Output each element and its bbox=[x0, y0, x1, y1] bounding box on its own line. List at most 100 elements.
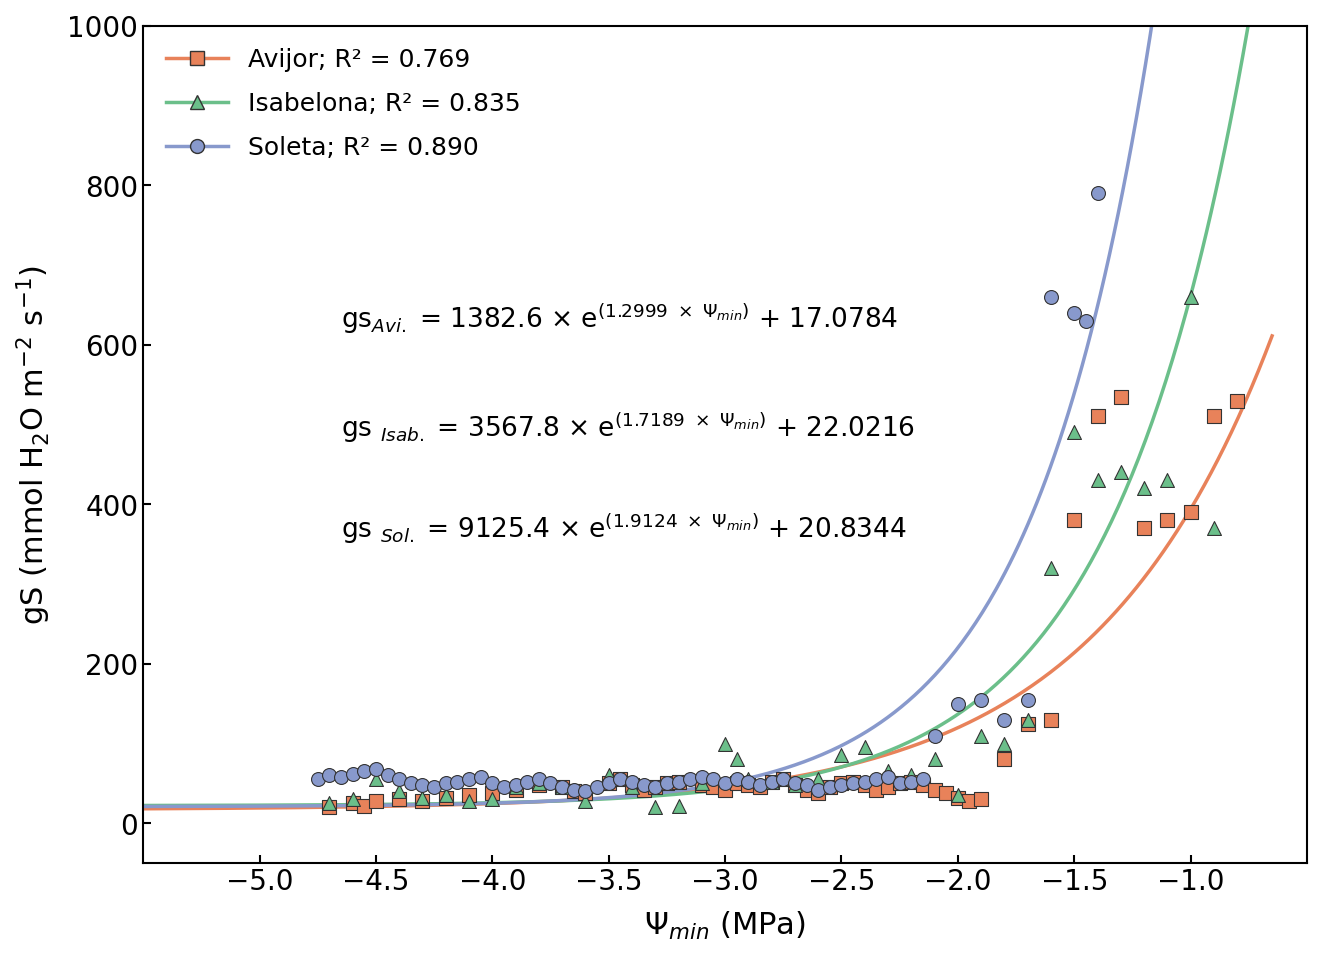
Point bbox=[1110, 389, 1132, 405]
Point bbox=[621, 774, 642, 790]
Point bbox=[656, 776, 677, 791]
Point bbox=[505, 782, 526, 797]
Point bbox=[948, 790, 969, 806]
Point bbox=[784, 777, 805, 792]
Point bbox=[970, 791, 992, 807]
Point bbox=[1181, 289, 1202, 304]
Point bbox=[948, 696, 969, 711]
Point bbox=[912, 771, 933, 787]
Point bbox=[924, 752, 945, 768]
Point bbox=[842, 774, 863, 790]
Point bbox=[714, 776, 735, 791]
Point bbox=[575, 784, 596, 799]
Point bbox=[1017, 712, 1038, 727]
Point bbox=[1087, 186, 1108, 201]
Point bbox=[890, 776, 911, 791]
Point bbox=[598, 776, 619, 791]
Point bbox=[820, 780, 841, 795]
Point bbox=[529, 771, 550, 787]
Point bbox=[330, 769, 352, 785]
Point bbox=[808, 786, 829, 801]
Point bbox=[970, 692, 992, 707]
Point bbox=[854, 777, 875, 792]
Point bbox=[1157, 513, 1178, 528]
Point bbox=[994, 752, 1015, 768]
Point bbox=[1203, 409, 1224, 424]
Point bbox=[668, 774, 689, 790]
Point bbox=[890, 776, 911, 791]
Point bbox=[1227, 393, 1248, 409]
Point bbox=[958, 793, 980, 809]
Point bbox=[481, 786, 502, 801]
Point bbox=[307, 771, 328, 787]
Point bbox=[401, 776, 422, 791]
Point bbox=[808, 782, 829, 797]
Point bbox=[668, 798, 689, 813]
Y-axis label: gS (mmol H$_2$O m$^{-2}$ s$^{-1}$): gS (mmol H$_2$O m$^{-2}$ s$^{-1}$) bbox=[15, 265, 53, 624]
Point bbox=[772, 771, 793, 787]
Point bbox=[319, 768, 340, 783]
Point bbox=[1040, 289, 1062, 304]
Point bbox=[1157, 473, 1178, 488]
Point bbox=[1087, 409, 1108, 424]
Point bbox=[830, 777, 851, 792]
Point bbox=[412, 777, 434, 792]
Point bbox=[714, 782, 735, 797]
Point bbox=[493, 780, 514, 795]
Point bbox=[505, 780, 526, 795]
Point bbox=[633, 777, 654, 792]
Point bbox=[412, 793, 434, 809]
Text: gs $_{Isab.}$ = 3567.8 $\times$ e$^{(1.7189\ \times\ \Psi_{min})}$ + 22.0216: gs $_{Isab.}$ = 3567.8 $\times$ e$^{(1.7… bbox=[341, 411, 915, 445]
Legend: Avijor; R² = 0.769, Isabelona; R² = 0.835, Soleta; R² = 0.890: Avijor; R² = 0.769, Isabelona; R² = 0.83… bbox=[156, 38, 530, 170]
Point bbox=[459, 793, 480, 809]
Point bbox=[587, 780, 608, 795]
Point bbox=[761, 774, 783, 790]
Point bbox=[447, 774, 468, 790]
Point bbox=[645, 780, 666, 795]
Point bbox=[772, 771, 793, 787]
Point bbox=[412, 790, 434, 806]
Point bbox=[1064, 425, 1085, 440]
Point bbox=[830, 776, 851, 791]
Point bbox=[354, 798, 375, 813]
Point bbox=[726, 776, 747, 791]
Point bbox=[1203, 521, 1224, 536]
Point bbox=[691, 777, 713, 792]
Point bbox=[866, 782, 887, 797]
Point bbox=[912, 777, 933, 792]
Point bbox=[459, 788, 480, 803]
Point bbox=[854, 740, 875, 755]
Point bbox=[598, 776, 619, 791]
Point bbox=[471, 769, 492, 785]
Point bbox=[691, 776, 713, 791]
Point bbox=[761, 774, 783, 790]
Point bbox=[575, 793, 596, 809]
Point bbox=[1040, 561, 1062, 576]
Point bbox=[505, 777, 526, 792]
Point bbox=[633, 782, 654, 797]
Text: gs $_{Sol.}$ = 9125.4 $\times$ e$^{(1.9124\ \times\ \Psi_{min})}$ + 20.8344: gs $_{Sol.}$ = 9125.4 $\times$ e$^{(1.91… bbox=[341, 511, 907, 545]
Point bbox=[830, 747, 851, 763]
Point bbox=[529, 777, 550, 792]
Point bbox=[668, 774, 689, 790]
Point bbox=[726, 752, 747, 768]
Point bbox=[796, 782, 817, 797]
Point bbox=[703, 780, 724, 795]
Point bbox=[342, 791, 364, 807]
Point bbox=[750, 777, 771, 792]
Point bbox=[1087, 473, 1108, 488]
Point bbox=[598, 768, 619, 783]
Point bbox=[621, 777, 642, 792]
Point bbox=[970, 728, 992, 744]
Point bbox=[389, 771, 410, 787]
Point bbox=[389, 784, 410, 799]
Point bbox=[1181, 504, 1202, 520]
Point bbox=[680, 771, 701, 787]
Point bbox=[575, 786, 596, 801]
Point bbox=[459, 771, 480, 787]
Point bbox=[539, 776, 561, 791]
Point bbox=[365, 762, 386, 777]
Point bbox=[738, 774, 759, 790]
Point bbox=[726, 771, 747, 787]
Point bbox=[761, 774, 783, 790]
